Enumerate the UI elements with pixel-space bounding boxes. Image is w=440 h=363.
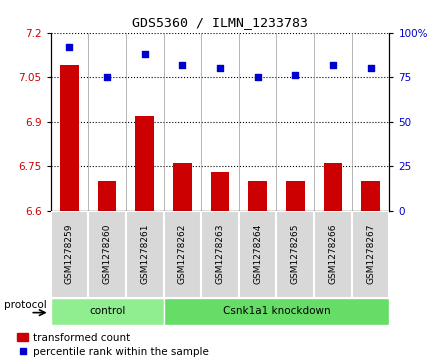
- Bar: [211, 172, 229, 211]
- Bar: [352, 211, 389, 298]
- Point: [216, 65, 224, 71]
- Bar: [60, 65, 79, 211]
- Text: GSM1278265: GSM1278265: [291, 224, 300, 284]
- Text: control: control: [89, 306, 125, 316]
- Bar: [276, 211, 314, 298]
- Point: [179, 62, 186, 68]
- Text: GSM1278264: GSM1278264: [253, 224, 262, 284]
- Text: protocol: protocol: [4, 300, 47, 310]
- Bar: [286, 181, 305, 211]
- Bar: [314, 211, 352, 298]
- Point: [367, 65, 374, 71]
- Text: GSM1278261: GSM1278261: [140, 224, 149, 284]
- Text: GSM1278259: GSM1278259: [65, 224, 74, 284]
- Bar: [51, 298, 164, 325]
- Bar: [248, 181, 267, 211]
- Bar: [164, 298, 389, 325]
- Text: GSM1278267: GSM1278267: [366, 224, 375, 284]
- Bar: [323, 163, 342, 211]
- Bar: [164, 211, 201, 298]
- Bar: [201, 211, 239, 298]
- Bar: [361, 181, 380, 211]
- Legend: transformed count, percentile rank within the sample: transformed count, percentile rank withi…: [13, 329, 213, 361]
- Point: [330, 62, 337, 68]
- Bar: [239, 211, 276, 298]
- Bar: [51, 211, 88, 298]
- Text: GSM1278262: GSM1278262: [178, 224, 187, 284]
- Text: Csnk1a1 knockdown: Csnk1a1 knockdown: [223, 306, 330, 316]
- Bar: [173, 163, 192, 211]
- Point: [292, 73, 299, 78]
- Point: [66, 44, 73, 50]
- Point: [103, 74, 110, 80]
- Point: [254, 74, 261, 80]
- Bar: [98, 181, 117, 211]
- Text: GSM1278260: GSM1278260: [103, 224, 112, 284]
- Bar: [126, 211, 164, 298]
- Text: GSM1278266: GSM1278266: [328, 224, 337, 284]
- Bar: [136, 116, 154, 211]
- Title: GDS5360 / ILMN_1233783: GDS5360 / ILMN_1233783: [132, 16, 308, 29]
- Bar: [88, 211, 126, 298]
- Point: [141, 51, 148, 57]
- Text: GSM1278263: GSM1278263: [216, 224, 224, 284]
